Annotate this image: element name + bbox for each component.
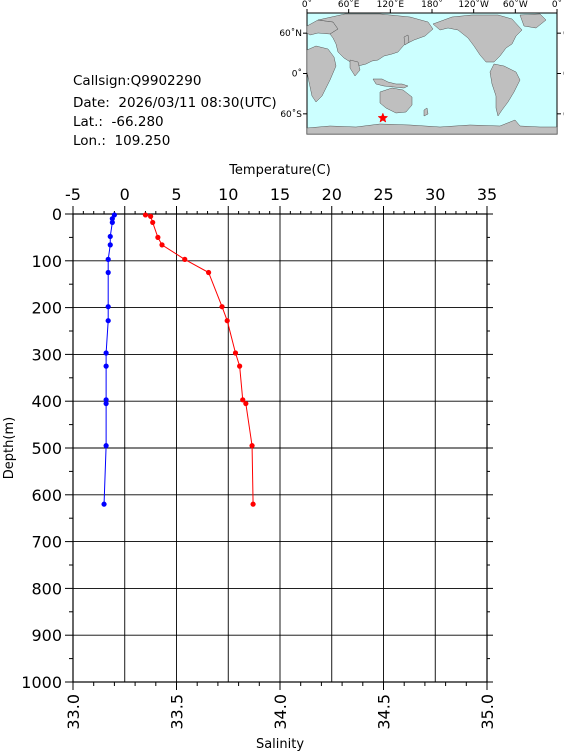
land-new-zealand <box>423 107 429 117</box>
depth-tick-label: 800 <box>31 579 62 598</box>
temperature-data-point <box>182 256 188 262</box>
salinity-axis-label: Salinity <box>256 737 304 751</box>
temperature-data-point <box>249 443 255 449</box>
temperature-data-point <box>142 212 149 218</box>
temperature-tick-label: 0 <box>120 185 130 204</box>
salinity-data-point <box>109 216 115 222</box>
map-lon-label: 60˚E <box>338 0 360 10</box>
date-text: Date: 2026/03/11 08:30(UTC) <box>73 95 277 111</box>
land-south-america <box>489 63 521 117</box>
temperature-tick-label: 5 <box>171 185 181 204</box>
temperature-data-point <box>232 350 239 356</box>
land-antarctica <box>306 119 558 135</box>
salinity-tick-label: 33.0 <box>64 694 83 730</box>
temperature-axis-label: Temperature(C) <box>228 163 331 178</box>
map-frame-ticks <box>303 9 561 115</box>
map-lat-label: 0˚ <box>292 69 302 80</box>
temperature-data-point <box>237 363 243 369</box>
temperature-data-point <box>159 242 165 248</box>
salinity-data-point <box>103 400 109 407</box>
map-lon-label: 0˚ <box>302 0 312 10</box>
salinity-data-point <box>103 443 109 449</box>
map-lon-label: 120˚E <box>377 0 405 10</box>
salinity-data-point <box>103 350 109 356</box>
salinity-data-point <box>107 233 113 240</box>
map-lon-label: 180˚ <box>421 0 443 10</box>
depth-axis-label: Depth(m) <box>2 417 17 479</box>
temperature-data-point <box>148 213 154 219</box>
depth-tick-label: 700 <box>31 533 62 552</box>
salinity-data-point <box>107 242 113 248</box>
land-north-america <box>432 14 523 63</box>
map-lon-label: 60˚W <box>503 0 528 10</box>
land-indonesia <box>372 78 409 89</box>
temperature-tick-label: 10 <box>218 185 238 204</box>
temperature-tick-label: -5 <box>65 185 81 204</box>
depth-tick-label: 1000 <box>21 673 62 692</box>
temperature-data-point <box>150 219 156 226</box>
temperature-tick-label: 20 <box>322 185 342 204</box>
depth-tick-label: 500 <box>31 439 62 458</box>
temperature-data-point <box>243 400 249 407</box>
data-series <box>101 212 256 507</box>
land-india <box>349 59 361 77</box>
temperature-data-point <box>155 234 161 240</box>
map-lon-label: 0˚ <box>552 0 562 10</box>
depth-tick-label: 600 <box>31 486 62 505</box>
salinity-data-point <box>105 256 111 262</box>
depth-tick-label: 900 <box>31 626 62 645</box>
temperature-data-point <box>240 397 246 403</box>
depth-tick-label: 100 <box>31 252 62 271</box>
depth-tick-label: 0 <box>52 205 62 224</box>
depth-tick-label: 300 <box>31 345 62 364</box>
temperature-data-point <box>205 269 212 276</box>
temperature-data-point <box>224 318 230 324</box>
depth-tick-label: 400 <box>31 392 62 411</box>
callsign-text: Callsign:Q9902290 <box>73 73 202 89</box>
salinity-data-point <box>105 318 111 324</box>
map-lat-label: 60˚S <box>280 109 302 120</box>
map-land <box>306 13 558 135</box>
land-australia <box>379 87 413 114</box>
grid-lines <box>73 214 487 682</box>
temperature-tick-label: 35 <box>477 185 497 204</box>
longitude-text: Lon.: 109.250 <box>73 133 171 149</box>
land-greenland <box>519 13 547 29</box>
temperature-data-point <box>250 501 256 507</box>
map-lat-label: 60˚N <box>279 28 302 39</box>
land-africa <box>306 45 337 103</box>
salinity-data-point <box>101 501 107 507</box>
salinity-tick-label: 34.5 <box>375 694 394 730</box>
axis-ticks <box>65 206 493 690</box>
temperature-data-point <box>219 304 225 310</box>
depth-tick-label: 200 <box>31 299 62 318</box>
land-asia <box>317 13 434 67</box>
salinity-tick-label: 35.0 <box>478 694 497 730</box>
salinity-tick-label: 34.0 <box>271 694 290 730</box>
salinity-data-point <box>103 363 109 369</box>
salinity-data-point <box>105 269 111 276</box>
salinity-data-point <box>103 397 109 403</box>
salinity-tick-label: 33.5 <box>168 694 187 730</box>
latitude-text: Lat.: -66.280 <box>73 114 164 130</box>
salinity-data-point <box>109 219 115 226</box>
salinity-data-point <box>105 304 111 310</box>
land-japan <box>403 34 410 46</box>
temperature-tick-label: 25 <box>373 185 393 204</box>
station-marker-icon <box>377 112 389 123</box>
temperature-tick-label: 15 <box>270 185 290 204</box>
map-lon-label: 120˚W <box>458 0 489 10</box>
temperature-tick-label: 30 <box>425 185 445 204</box>
